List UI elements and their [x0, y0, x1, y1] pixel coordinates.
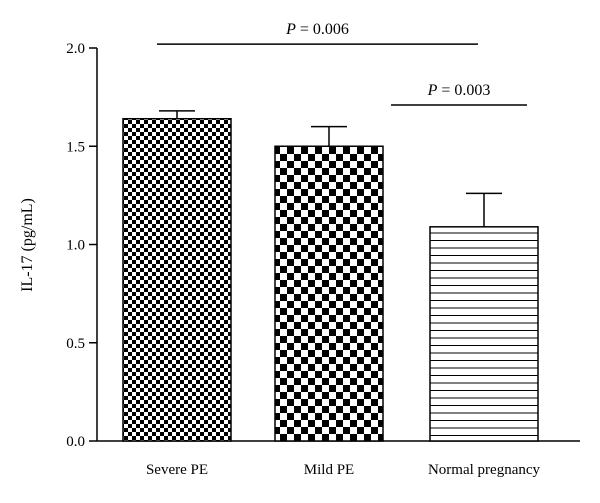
p-symbol: P — [285, 21, 296, 38]
p-value-label: P = 0.006 — [285, 21, 349, 38]
bar-mild-pe — [274, 145, 384, 442]
x-tick-label: Normal pregnancy — [428, 462, 541, 478]
y-tick-label: 2.0 — [66, 41, 85, 57]
x-tick-label: Mild PE — [304, 462, 354, 478]
error-bars — [159, 110, 502, 227]
bar-normal-pregnancy — [429, 226, 539, 442]
y-tick-label: 0.0 — [66, 434, 85, 450]
bar-severe-pe — [122, 117, 232, 442]
y-tick-label: 1.0 — [66, 238, 85, 254]
y-axis-label: IL-17 (pg/mL) — [19, 198, 36, 292]
x-tick-label: Severe PE — [146, 462, 208, 478]
p-value: = 0.003 — [437, 82, 490, 99]
p-value-label: P = 0.003 — [427, 82, 491, 99]
y-ticks: 0.0 0.5 1.0 1.5 2.0 — [66, 41, 97, 450]
x-tick-labels: Severe PE Mild PE Normal pregnancy — [146, 462, 541, 478]
p-symbol: P — [427, 82, 438, 99]
p-value: = 0.006 — [296, 21, 349, 38]
y-tick-label: 0.5 — [66, 336, 85, 352]
y-tick-label: 1.5 — [66, 139, 85, 155]
bars — [122, 117, 539, 442]
